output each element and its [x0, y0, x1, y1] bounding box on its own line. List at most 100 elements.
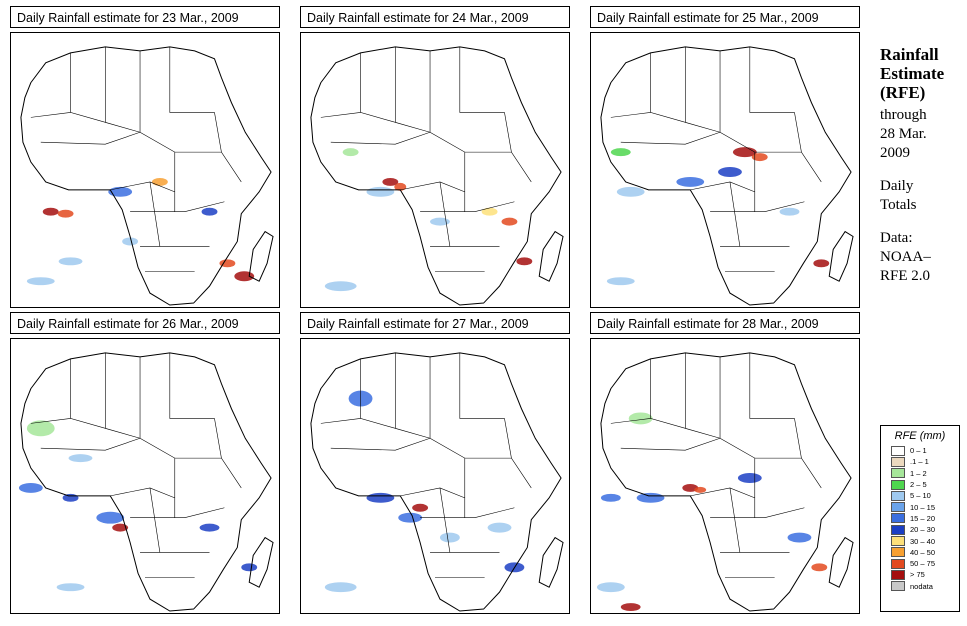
madagascar-coastline	[248, 536, 274, 588]
country-border	[394, 46, 431, 133]
country-border	[30, 418, 71, 424]
country-border	[214, 418, 242, 489]
rainfall-area	[516, 257, 533, 266]
panel-title: Daily Rainfall estimate for 27 Mar., 200…	[300, 312, 570, 334]
legend-swatch	[891, 558, 905, 569]
legend-item: 0 – 1	[891, 445, 959, 456]
legend-swatch	[891, 513, 905, 524]
rainfall-area	[636, 492, 665, 503]
legend-swatch	[891, 456, 905, 467]
sidebar-title-line: Estimate	[880, 64, 945, 83]
africa-coastline	[310, 46, 562, 306]
country-border	[710, 201, 805, 212]
country-border	[420, 201, 515, 212]
rainfall-area	[68, 454, 93, 463]
country-border	[139, 132, 222, 153]
rainfall-area	[58, 257, 83, 266]
rainfall-area	[234, 271, 255, 282]
country-border	[130, 201, 225, 212]
country-border	[110, 487, 175, 499]
legend-label: 15 – 20	[910, 513, 936, 523]
rainfall-area	[241, 563, 258, 572]
legend-item: 50 – 75	[891, 558, 959, 569]
madagascar-coastline	[538, 230, 564, 282]
rainfall-area	[682, 483, 699, 492]
country-border	[620, 131, 721, 145]
rainfall-map-27-mar	[300, 338, 570, 614]
through-label: through	[880, 107, 927, 123]
rainfall-area	[56, 583, 85, 592]
country-border	[729, 181, 741, 247]
country-border	[40, 437, 141, 451]
legend-swatch	[891, 468, 905, 479]
legend-label: 5 – 10	[910, 491, 931, 501]
country-border	[459, 352, 505, 419]
rainfall-map-26-mar	[10, 338, 280, 614]
panel-title: Daily Rainfall estimate for 25 Mar., 200…	[590, 6, 860, 28]
sidebar-info: Rainfall Estimate (RFE) through 28 Mar. …	[880, 45, 965, 286]
madagascar-coastline	[248, 230, 274, 282]
country-border	[710, 507, 805, 518]
rainfall-area	[718, 167, 742, 177]
legend-label: 40 – 50	[910, 547, 936, 557]
country-border	[394, 352, 431, 439]
rainfall-area	[481, 207, 498, 216]
country-border	[719, 438, 802, 459]
legend-label: 20 – 30	[910, 525, 936, 535]
rainfall-area	[382, 177, 399, 186]
rainfall-area	[439, 532, 460, 543]
panel-title: Daily Rainfall estimate for 23 Mar., 200…	[10, 6, 280, 28]
rainfall-area	[628, 412, 653, 425]
rainfall-area	[694, 486, 707, 493]
legend-label: 1 – 2	[910, 468, 927, 478]
country-border	[214, 112, 242, 183]
legend-item: > 75	[891, 569, 959, 580]
legend-item: 2 – 5	[891, 479, 959, 490]
rainfall-area	[366, 186, 395, 197]
data-source: RFE 2.0	[880, 268, 931, 284]
rainfall-area	[610, 148, 631, 157]
rainfall-area	[26, 420, 55, 437]
through-date: 2009	[880, 145, 910, 161]
rainfall-area	[57, 209, 74, 218]
rainfall-map-28-mar	[590, 338, 860, 614]
country-border	[400, 181, 465, 193]
legend-swatch	[891, 490, 905, 501]
africa-map	[310, 352, 564, 612]
rainfall-map-24-mar	[300, 32, 570, 308]
sidebar-title-line: (RFE)	[880, 83, 926, 102]
legend-label: 50 – 75	[910, 559, 936, 569]
panel-title: Daily Rainfall estimate for 24 Mar., 200…	[300, 6, 570, 28]
country-border	[30, 112, 71, 118]
africa-map	[18, 352, 274, 612]
legend-item: 5 – 10	[891, 490, 959, 501]
country-border	[130, 507, 225, 518]
africa-coastline	[20, 46, 272, 306]
panel-title: Daily Rainfall estimate for 28 Mar., 200…	[590, 312, 860, 334]
madagascar-coastline	[828, 230, 854, 282]
legend-swatch	[891, 569, 905, 580]
country-border	[749, 46, 795, 113]
rainfall-area	[324, 582, 357, 593]
country-border	[104, 46, 141, 133]
africa-coastline	[20, 352, 272, 612]
legend-item: .1 – 1	[891, 456, 959, 467]
country-border	[459, 46, 505, 113]
legend-swatch	[891, 502, 905, 513]
legend-item: 40 – 50	[891, 547, 959, 558]
country-border	[169, 46, 215, 113]
africa-map	[310, 46, 564, 306]
legend-item: nodata	[891, 581, 959, 592]
rainfall-area	[751, 153, 768, 162]
rainfall-area	[606, 277, 635, 286]
legend-item: 1 – 2	[891, 468, 959, 479]
rainfall-area	[201, 207, 218, 216]
legend-item: 20 – 30	[891, 524, 959, 535]
country-border	[420, 507, 515, 518]
rainfall-area	[366, 492, 395, 503]
through-date: 28 Mar.	[880, 126, 927, 142]
rainfall-area	[18, 482, 43, 493]
country-border	[729, 487, 741, 553]
rainfall-area	[342, 148, 359, 157]
country-border	[684, 352, 721, 439]
